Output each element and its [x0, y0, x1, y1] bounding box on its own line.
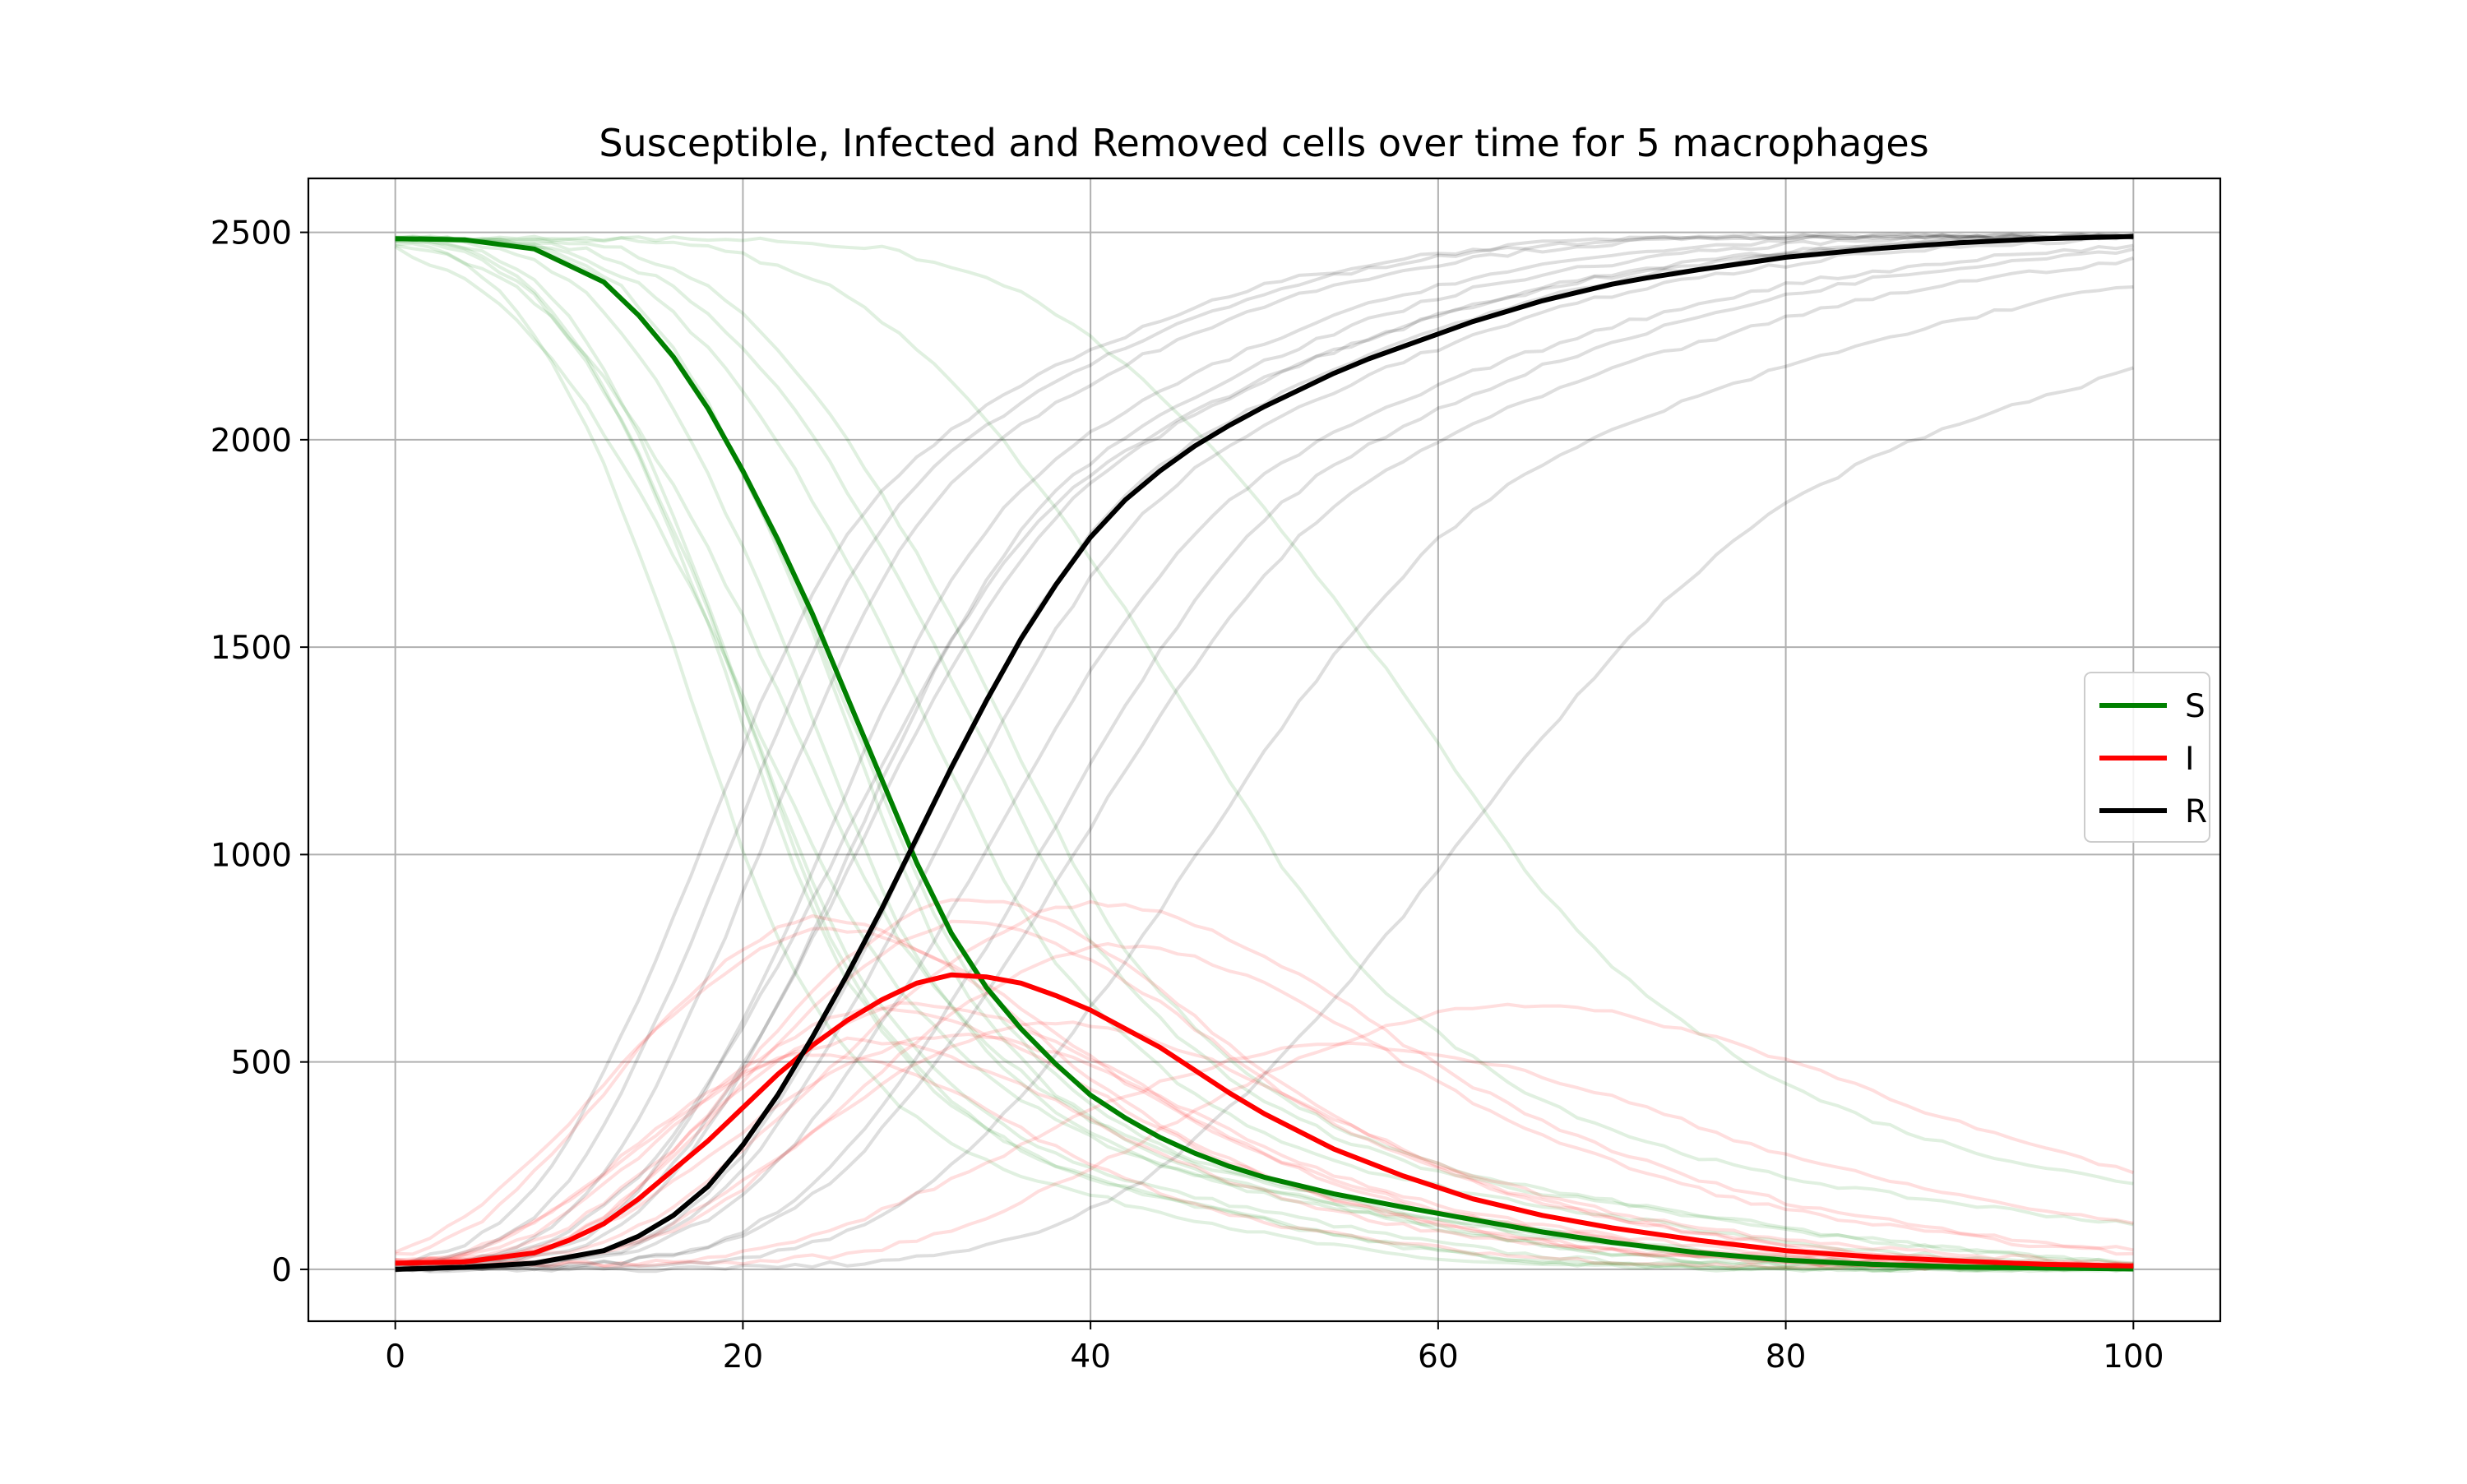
trace-r [395, 285, 2134, 1274]
x-tick-label: 20 [723, 1338, 764, 1375]
series-lines [395, 233, 2134, 1272]
trace-r [395, 233, 2134, 1266]
trace-r [395, 233, 2134, 1268]
trace-r [395, 234, 2134, 1273]
trace-i [395, 1001, 2134, 1270]
trace-i [395, 898, 2134, 1269]
trace-s [395, 235, 2134, 1269]
series-line-r [395, 233, 2134, 1272]
series-line-i [395, 972, 2134, 1269]
y-tick-label: 0 [271, 1252, 292, 1289]
trace-r [395, 256, 2134, 1272]
grid-lines [308, 178, 2220, 1321]
trace-s [395, 239, 2134, 1273]
x-axis: 0 20 40 60 80 100 [385, 1321, 2164, 1375]
trace-i [395, 1032, 2134, 1270]
trace-i [395, 1052, 2134, 1271]
x-tick-label: 100 [2103, 1338, 2164, 1375]
trace-i [395, 941, 2134, 1267]
trace-s [395, 234, 2134, 1265]
trace-i [395, 1020, 2134, 1268]
legend: SIR [2084, 672, 2210, 843]
trace-s [395, 238, 2134, 1274]
plot-frame [307, 177, 2222, 1323]
trace-r [395, 247, 2134, 1273]
x-tick-label: 80 [1766, 1338, 1807, 1375]
legend-label: I [2185, 741, 2195, 778]
trace-r [395, 233, 2134, 1270]
legend-label: R [2185, 793, 2207, 830]
y-tick-label: 2000 [211, 423, 292, 460]
trace-s [395, 242, 2134, 1273]
trace-i [395, 919, 2134, 1269]
chart-title: Susceptible, Infected and Removed cells … [599, 121, 1928, 165]
trace-i [395, 1041, 2134, 1269]
trace-r [395, 232, 2134, 1270]
trace-s [395, 236, 2134, 1227]
trace-i [395, 899, 2134, 1264]
simulation-traces [394, 232, 2134, 1274]
trace-r [395, 243, 2134, 1272]
trace-s [395, 234, 2134, 1274]
trace-s [395, 234, 2134, 1186]
trace-r [395, 366, 2134, 1274]
trace-s [395, 236, 2134, 1265]
y-tick-label: 500 [231, 1045, 292, 1082]
legend-entry-i: I [2099, 741, 2195, 778]
trace-r [395, 232, 2134, 1272]
legend-label: S [2185, 688, 2205, 725]
trace-s [395, 237, 2134, 1274]
series-line-s [395, 236, 2134, 1272]
x-tick-label: 40 [1070, 1338, 1111, 1375]
y-tick-label: 1000 [211, 837, 292, 874]
x-tick-label: 0 [385, 1338, 405, 1375]
trace-i [395, 1002, 2134, 1268]
x-tick-label: 60 [1418, 1338, 1459, 1375]
legend-entry-r: R [2099, 793, 2207, 830]
y-tick-label: 2500 [211, 215, 292, 252]
y-axis: 0 500 1000 1500 2000 2500 [211, 215, 308, 1289]
y-tick-label: 1500 [211, 630, 292, 667]
legend-entry-s: S [2099, 688, 2205, 725]
